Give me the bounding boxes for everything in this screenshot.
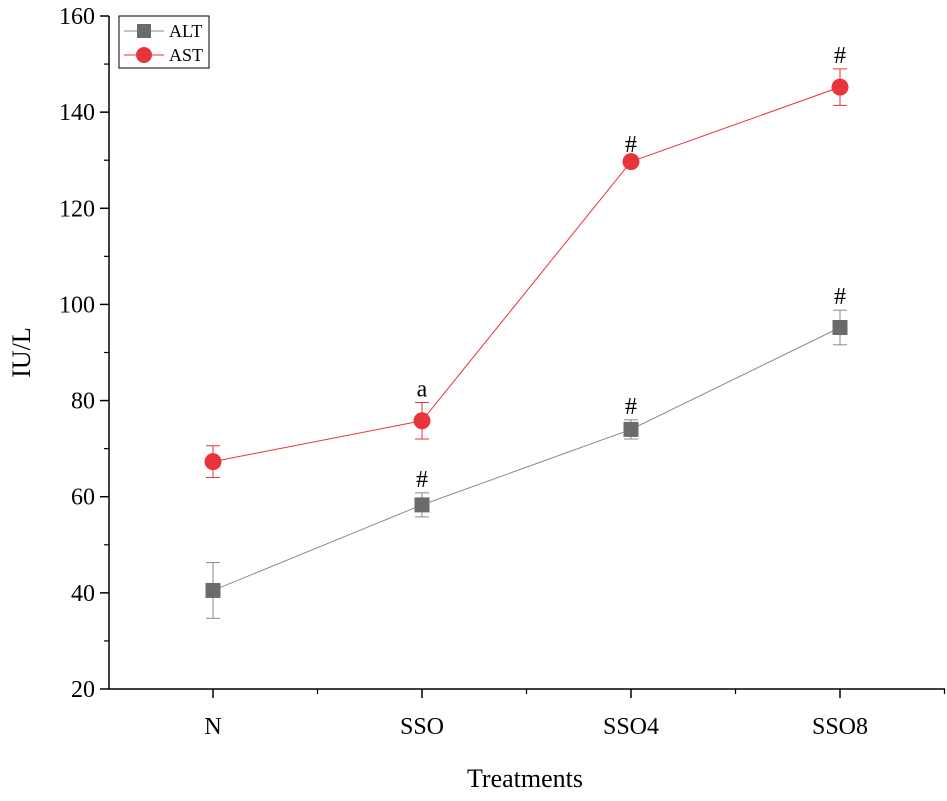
legend-item-alt: ALT	[124, 21, 202, 41]
data-point	[831, 78, 849, 96]
y-axis-title: IU/L	[7, 327, 36, 378]
y-tick-label: 140	[59, 100, 95, 126]
x-axis-title: Treatments	[467, 764, 583, 793]
data-point	[622, 153, 640, 171]
legend-marker	[137, 24, 151, 38]
legend-marker	[136, 47, 152, 63]
legend-label: AST	[169, 45, 203, 65]
y-tick-label: 20	[71, 677, 95, 703]
significance-label: #	[625, 394, 637, 420]
series-alt: # # #	[205, 284, 848, 619]
x-tick-label: SSO8	[812, 714, 868, 740]
x-tick-label: SSO4	[603, 714, 659, 740]
significance-label: #	[834, 284, 846, 310]
significance-label: a	[417, 376, 428, 402]
data-point	[413, 412, 431, 430]
y-tick-label: 160	[59, 4, 95, 30]
significance-label: #	[416, 467, 428, 493]
legend-label: ALT	[169, 21, 202, 41]
y-tick-label: 100	[59, 292, 95, 318]
significance-label: #	[625, 132, 637, 158]
y-tick-label: 60	[71, 485, 95, 511]
x-tick-label: N	[204, 714, 221, 740]
data-point	[832, 320, 848, 336]
legend-box	[118, 15, 210, 69]
series-line-alt	[212, 327, 841, 591]
series-ast: a # #	[204, 43, 849, 478]
y-tick-label: 80	[71, 389, 95, 415]
axes: 20 40 60 80 100 120 140 160 N SSO SSO4 SSO8	[59, 4, 946, 740]
data-point	[414, 497, 430, 513]
y-tick-label: 120	[59, 196, 95, 222]
legend: ALT AST	[118, 15, 210, 69]
data-point	[623, 421, 639, 437]
series-layer: # # # a # #	[204, 43, 849, 619]
x-tick-label: SSO	[400, 714, 444, 740]
legend-item-ast: AST	[124, 45, 203, 65]
data-point	[205, 582, 221, 598]
data-point	[204, 453, 222, 471]
significance-label: #	[834, 43, 846, 69]
series-line-ast	[212, 86, 841, 463]
y-tick-label: 40	[71, 581, 95, 607]
